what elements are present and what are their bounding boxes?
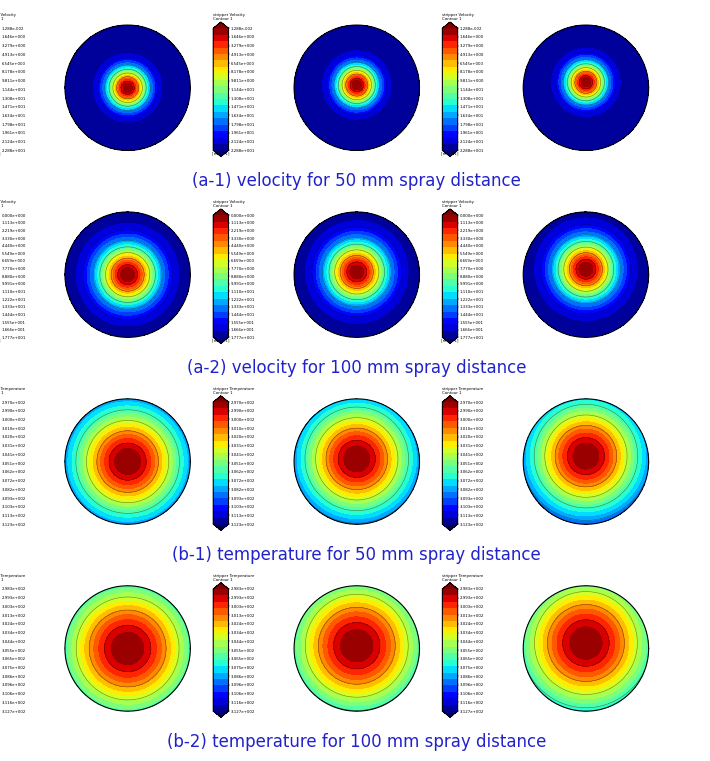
- Text: (b-2) temperature for 100 mm spray distance: (b-2) temperature for 100 mm spray dista…: [167, 733, 547, 751]
- Text: (a-2) velocity for 100 mm spray distance: (a-2) velocity for 100 mm spray distance: [187, 359, 527, 377]
- Text: (a-1) velocity for 50 mm spray distance: (a-1) velocity for 50 mm spray distance: [192, 172, 521, 190]
- Text: (b-1) temperature for 50 mm spray distance: (b-1) temperature for 50 mm spray distan…: [173, 546, 541, 564]
